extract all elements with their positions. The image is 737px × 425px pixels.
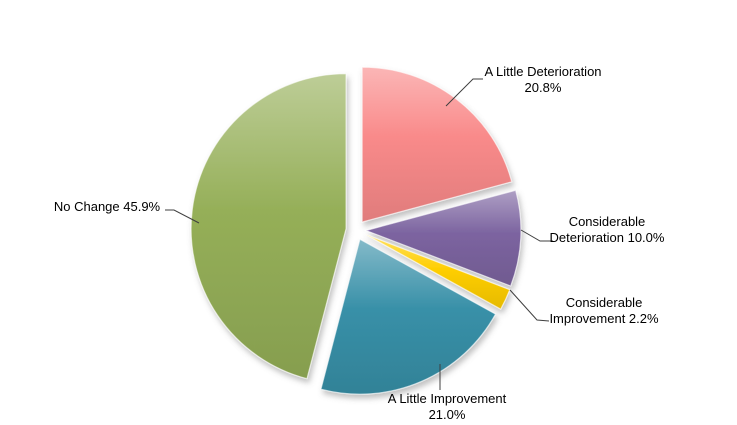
pie-slice-a-little-improvement[interactable] bbox=[320, 238, 497, 395]
slice-label-considerable-deterioration: Considerable Deterioration 10.0% bbox=[550, 214, 665, 246]
slice-label-a-little-deterioration: A Little Deterioration 20.8% bbox=[484, 64, 601, 96]
slice-label-considerable-improvement: Considerable Improvement 2.2% bbox=[549, 295, 658, 327]
slice-label-line: 21.0% bbox=[428, 407, 466, 422]
slice-label-line: Considerable bbox=[568, 214, 646, 229]
slice-label-line: A Little Deterioration bbox=[484, 64, 602, 79]
leader-line-0 bbox=[445, 78, 483, 107]
slice-label-line: A Little Improvement bbox=[387, 391, 507, 406]
pie-slice-considerable-improvement[interactable] bbox=[364, 233, 511, 311]
slice-label-line: No Change 45.9% bbox=[53, 199, 161, 214]
slice-label-line: 20.8% bbox=[524, 80, 562, 95]
slice-label-line: Improvement 2.2% bbox=[549, 311, 659, 326]
pie-slice-a-little-deterioration[interactable] bbox=[361, 66, 513, 223]
pie-slice-considerable-deterioration[interactable] bbox=[364, 189, 522, 287]
slice-label-a-little-improvement: A Little Improvement 21.0% bbox=[388, 391, 507, 423]
leader-line-1 bbox=[520, 229, 553, 242]
slice-label-line: Deterioration 10.0% bbox=[549, 230, 665, 245]
pie-slice-no-change[interactable] bbox=[190, 73, 347, 380]
leader-line-2 bbox=[509, 289, 550, 322]
leader-line-4 bbox=[165, 209, 200, 224]
slice-label-no-change: No Change 45.9% bbox=[54, 199, 160, 215]
slice-label-line: Considerable bbox=[565, 295, 643, 310]
